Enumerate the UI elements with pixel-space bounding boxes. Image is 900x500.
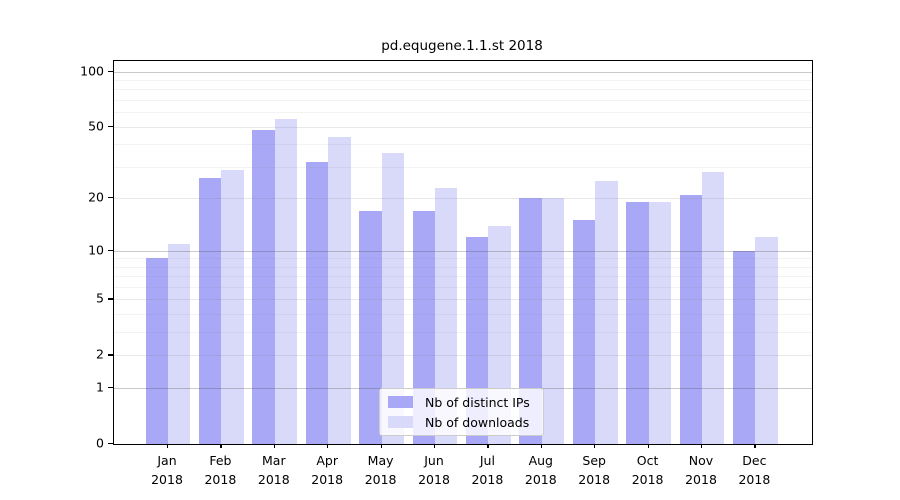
bar-downloads-mar [274, 119, 298, 444]
y-tick-mark-20 [108, 197, 113, 199]
x-tick-mark-jun [434, 444, 436, 448]
bar-downloads-dec [755, 237, 778, 444]
y-tick-mark-50 [108, 125, 113, 127]
bar-ips-aug [519, 198, 542, 444]
x-axis: Jan 2018 Feb 2018 Mar 2018 Apr 2018 May 2018 Jun 20… [113, 444, 811, 500]
x-tick-label-sep: Sep 2018 [578, 453, 611, 487]
x-tick-mark-jan [167, 444, 169, 448]
bar-downloads-jan [168, 243, 191, 444]
y-tick-mark-1 [108, 387, 113, 389]
x-tick-mark-oct [647, 444, 649, 448]
bar-downloads-oct [648, 202, 671, 444]
y-tick-label-20: 20 [88, 189, 104, 205]
bar-downloads-feb [221, 169, 244, 444]
bar-downloads-sep [595, 181, 618, 444]
y-tick-mark-2 [108, 354, 113, 356]
x-tick-label-oct: Oct 2018 [631, 453, 664, 487]
x-tick-label-jun: Jun 2018 [418, 453, 450, 487]
y-tick-mark-100 [108, 70, 113, 72]
x-tick-mark-sep [594, 444, 596, 448]
y-tick-mark-5 [108, 298, 113, 300]
x-tick-label-feb: Feb 2018 [204, 453, 237, 487]
x-tick-label-may: May 2018 [364, 453, 397, 487]
bar-ips-nov [679, 194, 702, 444]
y-tick-label-0: 0 [96, 435, 104, 451]
x-tick-label-jan: Jan 2018 [151, 453, 183, 487]
legend: Nb of distinct IPs Nb of downloads [379, 388, 544, 436]
y-tick-label-50: 50 [88, 118, 104, 134]
bars-layer [114, 61, 812, 444]
y-tick-mark-0 [108, 443, 113, 445]
y-tick-label-2: 2 [96, 346, 104, 362]
legend-label-downloads: Nb of downloads [425, 414, 530, 430]
x-tick-mark-mar [273, 444, 275, 448]
chart-title: pd.equgene.1.1.st 2018 [381, 38, 543, 54]
legend-label-distinct-ips: Nb of distinct IPs [425, 394, 530, 410]
bar-downloads-nov [702, 172, 725, 444]
x-tick-label-mar: Mar 2018 [257, 453, 290, 487]
y-tick-mark-10 [108, 249, 113, 251]
x-tick-label-jul: Jul 2018 [471, 453, 504, 487]
x-tick-label-aug: Aug 2018 [524, 453, 557, 487]
y-axis: 0 1 2 5 10 20 50 100 [0, 60, 113, 451]
x-tick-label-dec: Dec 2018 [738, 453, 771, 487]
bar-ips-jan [145, 258, 168, 444]
bar-ips-oct [626, 202, 649, 444]
bar-ips-jun [412, 210, 435, 444]
bar-downloads-may [381, 152, 404, 444]
x-tick-label-nov: Nov 2018 [685, 453, 717, 487]
x-tick-mark-dec [754, 444, 756, 448]
x-tick-mark-aug [540, 444, 542, 448]
x-tick-mark-feb [220, 444, 222, 448]
x-tick-mark-may [380, 444, 382, 448]
bar-downloads-apr [328, 136, 351, 444]
x-tick-mark-apr [327, 444, 329, 448]
bar-ips-may [359, 210, 382, 444]
bar-ips-dec [733, 250, 756, 444]
legend-swatch-downloads [388, 416, 413, 428]
x-tick-mark-nov [701, 444, 703, 448]
y-tick-label-5: 5 [96, 290, 104, 306]
x-tick-label-apr: Apr 2018 [311, 453, 344, 487]
y-tick-label-1: 1 [96, 379, 104, 395]
legend-row-distinct-ips: Nb of distinct IPs [388, 395, 543, 410]
bar-ips-sep [572, 220, 596, 444]
y-tick-label-10: 10 [88, 242, 104, 257]
x-tick-mark-jul [487, 444, 489, 448]
bar-ips-feb [199, 178, 222, 444]
bar-downloads-jun [435, 187, 458, 444]
legend-swatch-distinct-ips [388, 396, 413, 408]
bar-ips-mar [252, 130, 275, 444]
bar-downloads-aug [541, 198, 565, 444]
legend-row-downloads: Nb of downloads [388, 415, 543, 430]
y-tick-label-100: 100 [80, 63, 104, 79]
bar-ips-apr [305, 161, 329, 444]
